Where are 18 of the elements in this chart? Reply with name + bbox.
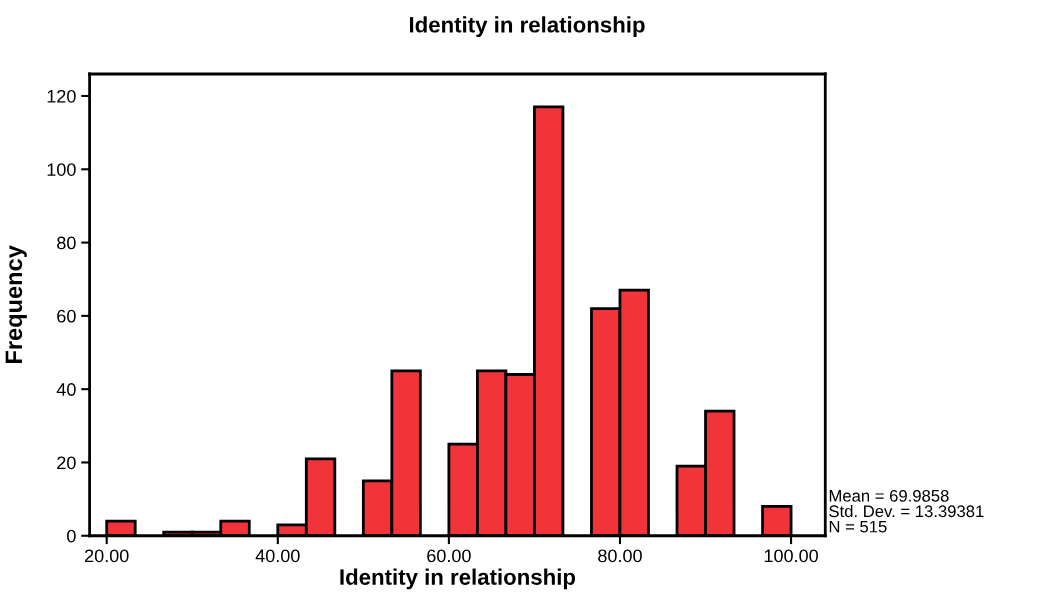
y-tick-label: 100 xyxy=(47,163,76,176)
x-axis-title: Identity in relationship xyxy=(340,568,576,590)
x-tick-label: 80.00 xyxy=(598,549,642,563)
y-tick-label: 40 xyxy=(56,383,76,396)
text: Std. Dev. = 13.39381 xyxy=(829,504,984,518)
y-tick-label: 60 xyxy=(57,309,76,323)
y-axis-title: Frequency xyxy=(5,245,27,363)
y-tick-label: 20 xyxy=(57,456,76,470)
y-tick-label: 120 xyxy=(47,89,76,103)
x-tick-label: 60.00 xyxy=(427,549,471,563)
text: Mean = 69.9858 xyxy=(829,489,949,502)
y-tick-label: 0 xyxy=(67,529,76,543)
text: N = 515 xyxy=(829,520,887,533)
chart-title: Identity in relationship xyxy=(409,16,645,37)
y-tick-label: 80 xyxy=(57,236,76,250)
x-tick-label: 20.00 xyxy=(85,549,129,563)
x-tick-label: 40.00 xyxy=(255,549,300,563)
x-tick-label: 100.00 xyxy=(764,549,818,563)
